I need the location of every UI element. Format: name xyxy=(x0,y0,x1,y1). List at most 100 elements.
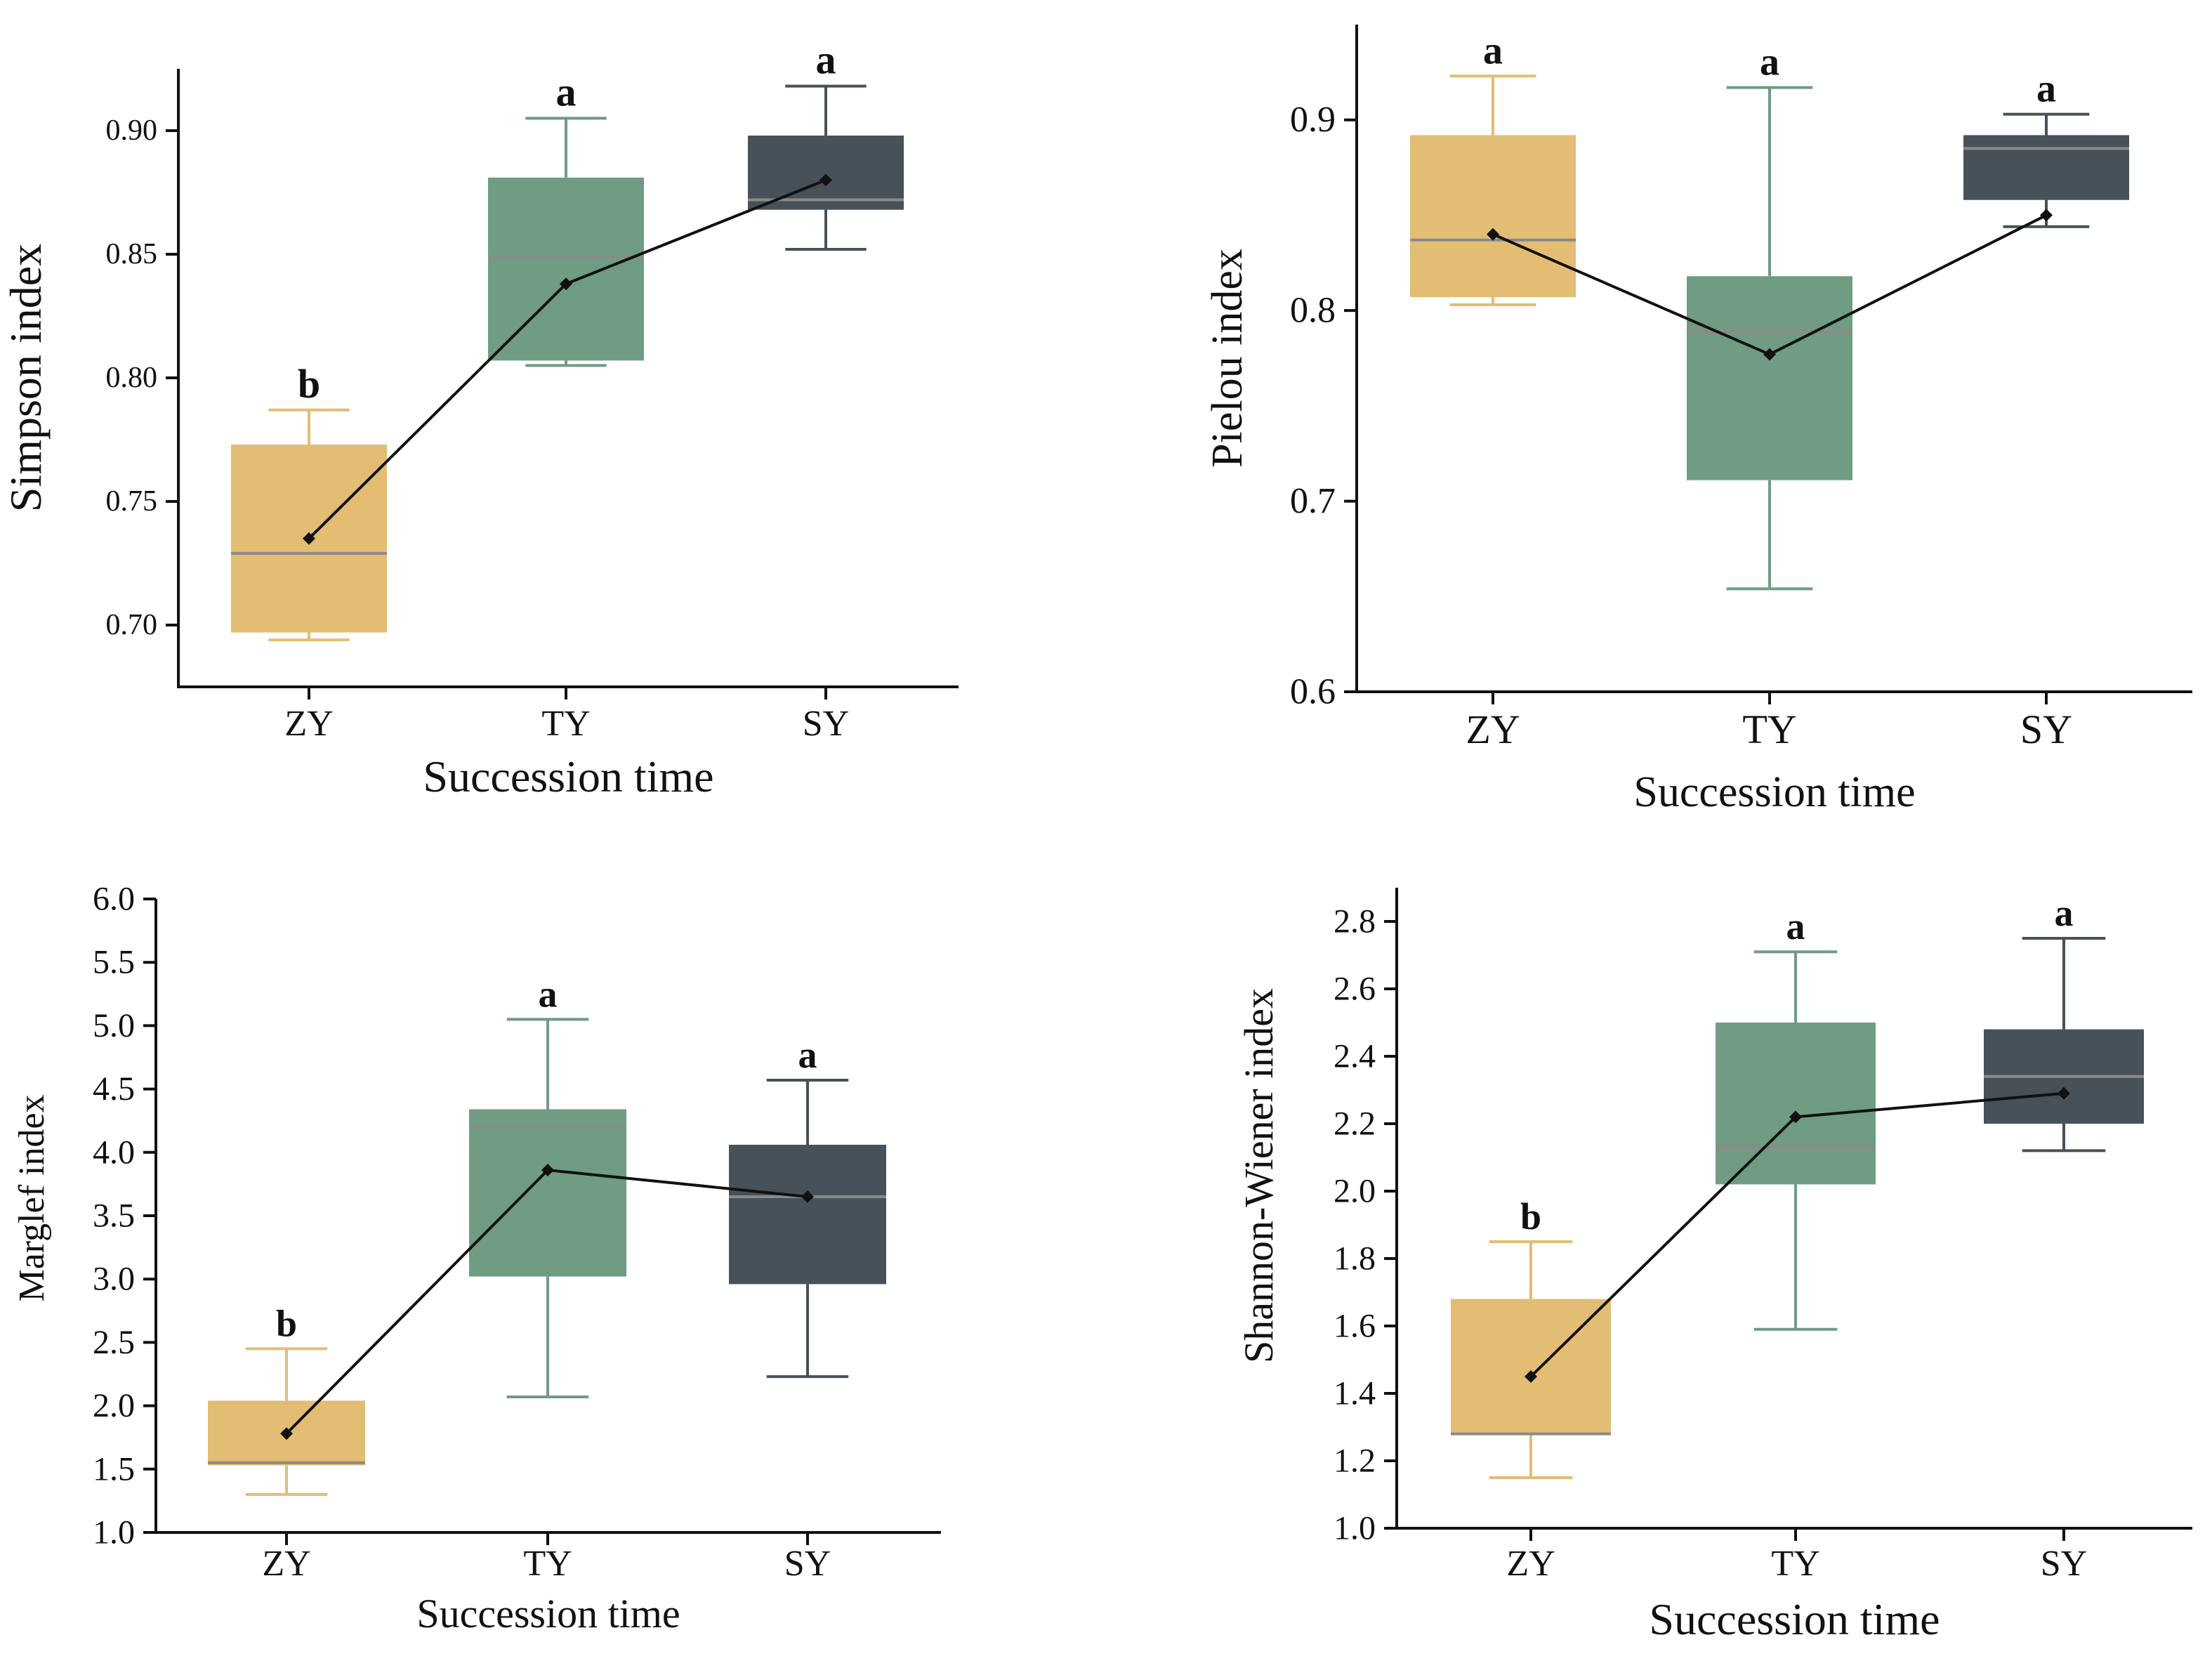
box-group-ZY xyxy=(208,1347,365,1496)
mean-point-ZY xyxy=(303,532,315,545)
x-tick-label-ZY: ZY xyxy=(1506,1544,1555,1584)
significance-label-SY: a xyxy=(798,1034,817,1076)
y-tick-label: 1.0 xyxy=(93,1514,135,1551)
y-tick-label: 3.0 xyxy=(93,1261,135,1298)
y-axis-title: Simpson index xyxy=(1,244,51,512)
x-tick-label-ZY: ZY xyxy=(262,1544,310,1584)
y-tick-label: 1.5 xyxy=(93,1450,135,1488)
y-tick-label: 0.80 xyxy=(106,362,158,394)
y-tick-label: 1.0 xyxy=(1334,1510,1376,1547)
x-tick-label-SY: SY xyxy=(784,1544,831,1584)
mean-point-SY xyxy=(819,173,832,187)
y-tick-label: 1.4 xyxy=(1334,1375,1376,1412)
box-TY xyxy=(1716,1023,1876,1185)
chart-panel-1: b a a 0.70 0.75 0.80 0.85 0.90 ZY TY SY Succession … xyxy=(1,37,959,801)
box-ZY xyxy=(1451,1299,1611,1434)
box-group-ZY xyxy=(231,408,387,642)
y-tick-label: 2.4 xyxy=(1334,1038,1376,1075)
significance-label-TY: a xyxy=(1786,905,1805,947)
y-tick-label: 1.8 xyxy=(1334,1240,1376,1278)
box-group-ZY xyxy=(1451,1240,1611,1479)
y-tick-label: 0.6 xyxy=(1290,672,1336,712)
x-tick-label-ZY: ZY xyxy=(1466,707,1520,752)
y-axis-title: Marglef index xyxy=(12,1094,52,1301)
x-axis-title: Succession time xyxy=(1633,768,1915,816)
box-group-TY xyxy=(488,117,644,367)
mean-point-ZY xyxy=(1525,1370,1537,1383)
y-tick-label: 0.8 xyxy=(1290,291,1336,331)
y-tick-label: 2.0 xyxy=(1334,1173,1376,1210)
mean-point-TY xyxy=(560,277,572,291)
y-tick-label: 5.5 xyxy=(93,944,135,981)
x-axis-title: Succession time xyxy=(423,751,713,801)
mean-point-SY xyxy=(2058,1086,2070,1100)
significance-label-SY: a xyxy=(2036,67,2056,111)
y-tick-label: 2.8 xyxy=(1334,903,1376,940)
chart-panel-4: b a a 1.0 1.2 1.4 1.6 1.8 2.0 2.2 2.4 2.6 2.8 ZY TY SY S… xyxy=(1236,888,2192,1644)
y-axis-title: Pielou index xyxy=(1204,249,1251,468)
y-tick-label: 4.5 xyxy=(93,1070,135,1108)
y-tick-label: 0.90 xyxy=(106,114,158,147)
y-tick-label: 0.85 xyxy=(106,238,158,270)
box-group-SY xyxy=(729,1078,886,1379)
box-SY xyxy=(729,1144,886,1285)
mean-point-TY xyxy=(1789,1110,1802,1124)
box-group-SY xyxy=(748,84,904,251)
box-group-SY xyxy=(1963,112,2129,228)
x-tick-label-SY: SY xyxy=(2020,707,2072,752)
chart-panel-2: a a a 0.6 0.7 0.8 0.9 ZY TY SY Succession time Piel… xyxy=(1204,25,2192,816)
box-SY xyxy=(748,136,904,210)
mean-point-SY xyxy=(801,1190,814,1203)
significance-label-TY: a xyxy=(1760,41,1779,84)
significance-label-ZY: b xyxy=(1520,1195,1541,1237)
chart-panel-3: b a a 1.0 1.5 2.0 2.5 3.0 3.5 4.0 4.5 5.0 5.5 6.0 ZY TY… xyxy=(12,881,941,1636)
x-tick-label-SY: SY xyxy=(803,704,849,744)
x-tick-label-TY: TY xyxy=(541,704,590,744)
significance-label-TY: a xyxy=(539,973,558,1015)
mean-point-TY xyxy=(541,1164,554,1177)
y-tick-label: 0.70 xyxy=(106,609,158,641)
significance-label-ZY: a xyxy=(1483,29,1503,72)
box-group-TY xyxy=(1687,86,1852,591)
significance-label-SY: a xyxy=(816,37,836,83)
y-tick-label: 2.6 xyxy=(1334,971,1376,1008)
x-axis-title: Succession time xyxy=(416,1591,680,1636)
y-tick-label: 2.5 xyxy=(93,1324,135,1361)
y-tick-label: 1.2 xyxy=(1334,1443,1376,1480)
box-TY xyxy=(1687,276,1852,480)
y-tick-label: 0.7 xyxy=(1290,481,1336,521)
x-tick-label-TY: TY xyxy=(1742,707,1796,752)
box-SY xyxy=(1963,135,2129,200)
significance-label-TY: a xyxy=(556,69,577,114)
significance-label-ZY: b xyxy=(276,1302,297,1344)
x-tick-label-TY: TY xyxy=(1771,1544,1819,1584)
y-tick-label: 3.5 xyxy=(93,1197,135,1235)
significance-label-SY: a xyxy=(2055,892,2074,934)
y-tick-label: 2.2 xyxy=(1334,1105,1376,1143)
significance-label-ZY: b xyxy=(298,361,320,407)
y-tick-label: 0.9 xyxy=(1290,100,1336,140)
y-tick-label: 0.75 xyxy=(106,485,158,518)
y-axis-title: Shannon-Wiener index xyxy=(1236,988,1282,1363)
y-tick-label: 2.0 xyxy=(93,1387,135,1424)
box-group-ZY xyxy=(1410,74,1576,306)
box-group-TY xyxy=(469,1018,626,1398)
box-group-SY xyxy=(1984,937,2144,1153)
mean-point-ZY xyxy=(1487,228,1499,241)
box-ZY xyxy=(1410,135,1576,298)
mean-point-ZY xyxy=(280,1427,293,1440)
y-tick-label: 6.0 xyxy=(93,881,135,918)
y-tick-label: 1.6 xyxy=(1334,1308,1376,1345)
y-tick-label: 4.0 xyxy=(93,1134,135,1171)
box-TY xyxy=(488,177,644,361)
x-tick-label-ZY: ZY xyxy=(284,704,333,744)
mean-point-SY xyxy=(2040,209,2053,222)
box-TY xyxy=(469,1109,626,1277)
x-axis-title: Succession time xyxy=(1649,1594,1940,1644)
box-group-TY xyxy=(1716,950,1876,1331)
mean-point-TY xyxy=(1763,348,1776,361)
y-tick-label: 5.0 xyxy=(93,1007,135,1044)
x-tick-label-TY: TY xyxy=(523,1544,572,1584)
x-tick-label-SY: SY xyxy=(2041,1544,2087,1584)
